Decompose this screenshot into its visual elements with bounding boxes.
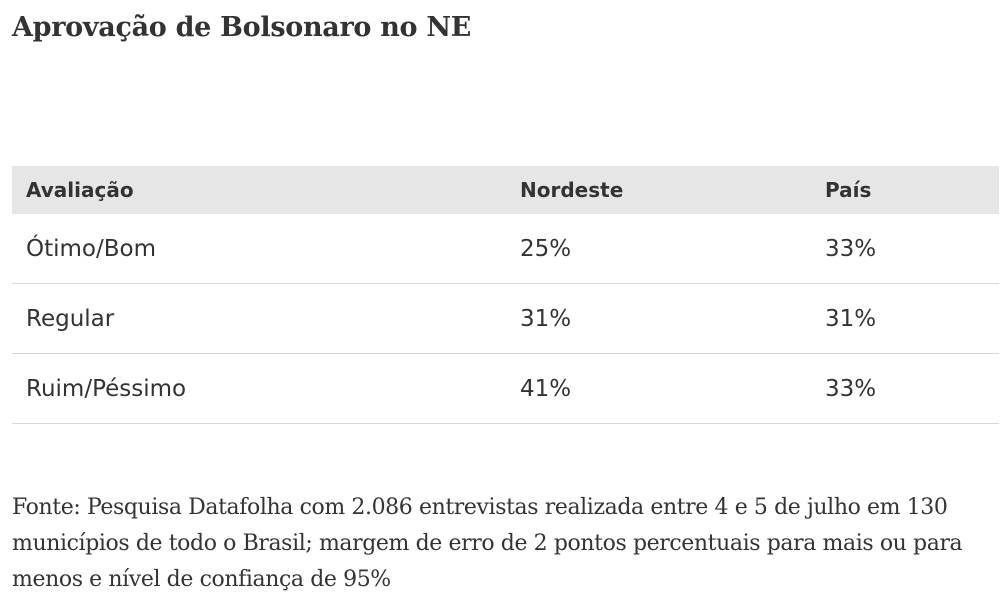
row-label: Regular	[12, 283, 506, 354]
header-row: Avaliação Nordeste País	[12, 166, 999, 214]
table-header: Avaliação Nordeste País	[12, 166, 999, 214]
table-row: Ruim/Péssimo 41% 33%	[12, 353, 999, 424]
table-body: Ótimo/Bom 25% 33% Regular 31% 31% Ruim/P…	[12, 214, 999, 424]
cell-nordeste: 25%	[506, 214, 807, 284]
row-label: Ótimo/Bom	[12, 214, 506, 284]
table-row: Regular 31% 31%	[12, 283, 999, 354]
approval-table: Avaliação Nordeste País Ótimo/Bom 25% 33…	[12, 166, 999, 424]
cell-pais: 33%	[807, 353, 999, 424]
table-row: Ótimo/Bom 25% 33%	[12, 214, 999, 284]
cell-nordeste: 31%	[506, 283, 807, 354]
cell-pais: 33%	[807, 214, 999, 284]
column-header-pais: País	[807, 166, 999, 214]
row-label: Ruim/Péssimo	[12, 353, 506, 424]
column-header-avaliacao: Avaliação	[12, 166, 506, 214]
chart-title: Aprovação de Bolsonaro no NE	[12, 12, 471, 43]
source-note: Fonte: Pesquisa Datafolha com 2.086 entr…	[12, 495, 963, 592]
cell-pais: 31%	[807, 283, 999, 354]
cell-nordeste: 41%	[506, 353, 807, 424]
column-header-nordeste: Nordeste	[506, 166, 807, 214]
